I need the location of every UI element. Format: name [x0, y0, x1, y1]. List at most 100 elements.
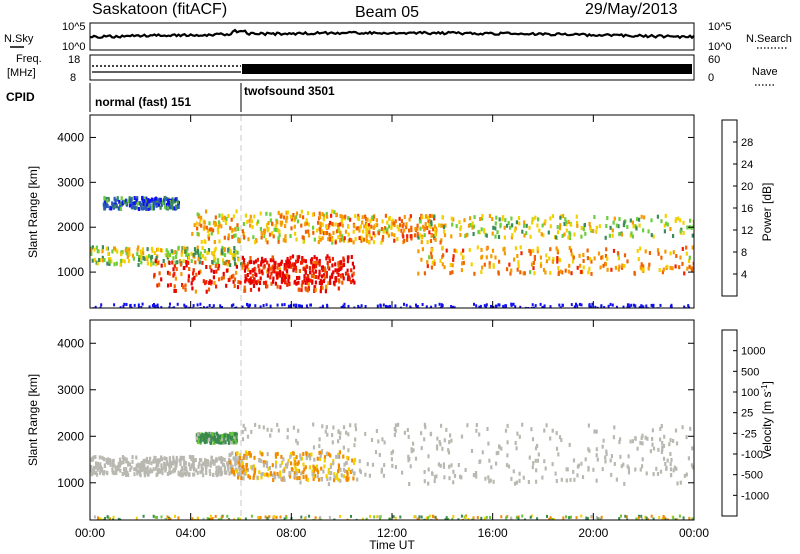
velocity-cell [368, 473, 371, 478]
power-cell [157, 260, 160, 265]
power-cell [326, 261, 329, 265]
power-cell [227, 214, 230, 218]
velocity-cell [225, 470, 228, 475]
velocity-cell [666, 518, 669, 520]
power-cell [91, 258, 94, 263]
power-cell [232, 214, 235, 219]
power-cell [353, 280, 356, 285]
power-cell [328, 256, 331, 261]
velocity-cell [161, 471, 164, 476]
velocity-cell [282, 469, 285, 474]
velocity-cell [306, 478, 309, 482]
power-cell [155, 262, 158, 267]
power-cell [408, 228, 411, 233]
power-cell [681, 261, 684, 266]
velocity-cell [218, 435, 222, 440]
velocity-cell [394, 465, 397, 470]
power-cell [147, 203, 150, 208]
velocity-cell [672, 468, 675, 473]
velocity-cell [171, 460, 174, 465]
velocity-cell [393, 433, 396, 437]
velocity-cell [453, 473, 457, 478]
date-title: 29/May/2013 [585, 1, 678, 18]
velocity-cell [530, 427, 533, 432]
velocity-cell [130, 465, 133, 470]
power-cell [101, 258, 104, 263]
power-cell [450, 234, 453, 239]
power-cell [225, 260, 228, 264]
power-cell [174, 260, 177, 265]
velocity-cell [235, 458, 238, 463]
power-cell [163, 263, 167, 268]
velocity-cell [346, 469, 349, 474]
power-cell [430, 247, 433, 252]
velocity-cell [551, 517, 554, 520]
velocity-cell [313, 468, 316, 473]
velocity-cell [245, 462, 248, 467]
power-cell [505, 223, 509, 228]
power-cell [292, 303, 295, 307]
power-cell [315, 264, 318, 269]
power-cell [669, 227, 672, 231]
power-cell [300, 283, 303, 288]
power-cell [611, 228, 614, 233]
power-cell [514, 305, 517, 308]
power-cell [201, 253, 204, 258]
power-cell [125, 303, 128, 306]
velocity-cell [448, 440, 451, 445]
velocity-cell [460, 475, 463, 480]
power-cell [638, 223, 641, 228]
velocity-cell [675, 441, 679, 446]
power-cell [687, 304, 690, 308]
velocity-cell [123, 471, 126, 475]
power-cell [252, 268, 255, 273]
power-cell [492, 225, 495, 230]
velocity-cell [276, 471, 279, 476]
power-cell [679, 229, 682, 234]
power-cell [403, 302, 405, 306]
power-cell [591, 302, 594, 306]
power-cell [113, 262, 116, 267]
power-cell [269, 212, 272, 217]
velocity-cell [305, 476, 308, 481]
velocity-cell [295, 438, 298, 443]
velocity-cell [107, 461, 110, 465]
y-tick-label: 1000 [57, 265, 84, 279]
velocity-cell [236, 469, 239, 474]
velocity-cell [640, 514, 643, 518]
velocity-cell [103, 464, 107, 468]
power-cell [558, 226, 562, 231]
velocity-cell [649, 449, 652, 454]
power-cell [686, 266, 689, 271]
power-cell [307, 233, 311, 238]
power-cell [217, 225, 220, 229]
velocity-cell [210, 517, 212, 520]
power-cell [491, 217, 494, 222]
power-cell [346, 259, 350, 264]
power-cell [277, 239, 280, 244]
power-cell [323, 275, 326, 280]
power-cell [286, 256, 289, 261]
power-cell [523, 271, 526, 276]
nsky-tick-top: 10^5 [62, 21, 86, 33]
power-cell [265, 223, 269, 228]
power-cell [642, 267, 645, 272]
power-cell [419, 233, 422, 238]
power-cell [260, 269, 263, 274]
power-cell [359, 224, 362, 229]
velocity-cell [280, 460, 284, 465]
power-cell [279, 273, 282, 278]
power-cell [188, 267, 191, 271]
velocity-cell [152, 467, 155, 472]
power-cell [666, 222, 669, 227]
velocity-cell [379, 515, 382, 519]
power-cell [287, 304, 290, 308]
velocity-cell [266, 452, 269, 457]
power-cell [352, 265, 356, 270]
power-cell [218, 239, 221, 244]
power-cell [459, 233, 462, 237]
velocity-cell [103, 470, 106, 474]
power-cell [490, 254, 493, 259]
power-cell [197, 232, 200, 237]
